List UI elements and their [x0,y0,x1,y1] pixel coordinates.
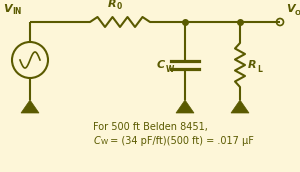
Polygon shape [176,100,194,113]
Text: L: L [257,64,262,73]
Text: V: V [3,4,12,14]
Text: R: R [248,60,256,70]
Text: V: V [286,4,295,14]
Text: OUT: OUT [295,10,300,16]
Text: = (34 pF/ft)(500 ft) = .017 μF: = (34 pF/ft)(500 ft) = .017 μF [107,136,254,146]
Text: R: R [108,0,117,9]
Text: For 500 ft Belden 8451,: For 500 ft Belden 8451, [93,122,207,132]
Text: IN: IN [12,7,21,16]
Text: C: C [157,60,165,70]
Text: W: W [166,64,174,73]
Text: C: C [94,136,101,146]
Text: W: W [101,139,108,145]
Text: 0: 0 [117,2,122,11]
Polygon shape [231,100,249,113]
Polygon shape [21,100,39,113]
